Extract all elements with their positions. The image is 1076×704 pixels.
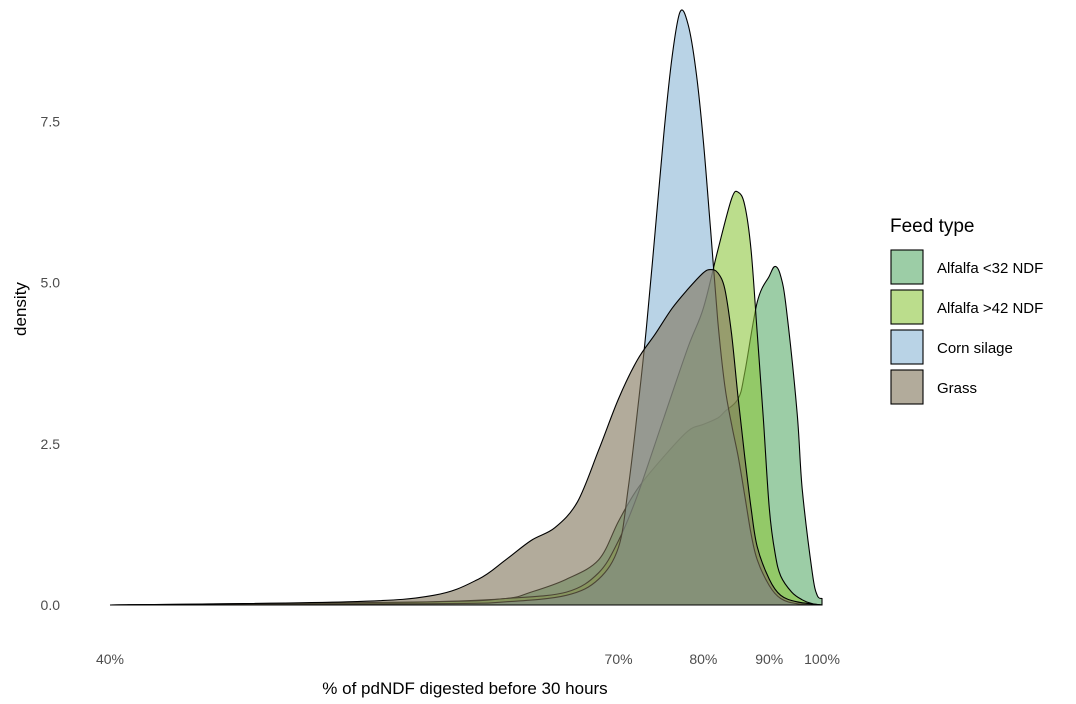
y-tick-label: 2.5: [41, 436, 61, 452]
legend-items: Alfalfa <32 NDF Alfalfa >42 NDF Corn silag…: [890, 249, 1043, 405]
x-tick-label: 90%: [755, 651, 783, 667]
legend-label: Corn silage: [937, 340, 1013, 357]
y-axis-ticks: 0.0 2.5 5.0 7.5: [41, 113, 61, 613]
legend-key: [890, 289, 924, 325]
x-tick-label: 100%: [804, 651, 840, 667]
x-tick-label: 40%: [96, 651, 124, 667]
legend-label: Grass: [937, 380, 977, 397]
legend: Feed type Alfalfa <32 NDF Alfalfa >42 NDF…: [890, 216, 1043, 405]
legend-key: [890, 329, 924, 365]
density-areas: [109, 9, 823, 606]
x-tick-label: 70%: [605, 651, 633, 667]
y-tick-label: 0.0: [41, 597, 61, 613]
x-axis-ticks: 40% 70% 80% 90% 100%: [96, 651, 840, 667]
y-tick-label: 5.0: [41, 275, 61, 291]
y-tick-label: 7.5: [41, 113, 61, 129]
density-area-4: [109, 269, 823, 606]
x-tick-label: 80%: [689, 651, 717, 667]
legend-key: [890, 249, 924, 285]
y-axis-title: density: [11, 282, 30, 336]
legend-title: Feed type: [890, 216, 975, 237]
legend-label: Alfalfa >42 NDF: [937, 300, 1043, 317]
x-axis-title: % of pdNDF digested before 30 hours: [322, 679, 607, 698]
legend-key: [890, 369, 924, 405]
legend-label: Alfalfa <32 NDF: [937, 260, 1043, 277]
